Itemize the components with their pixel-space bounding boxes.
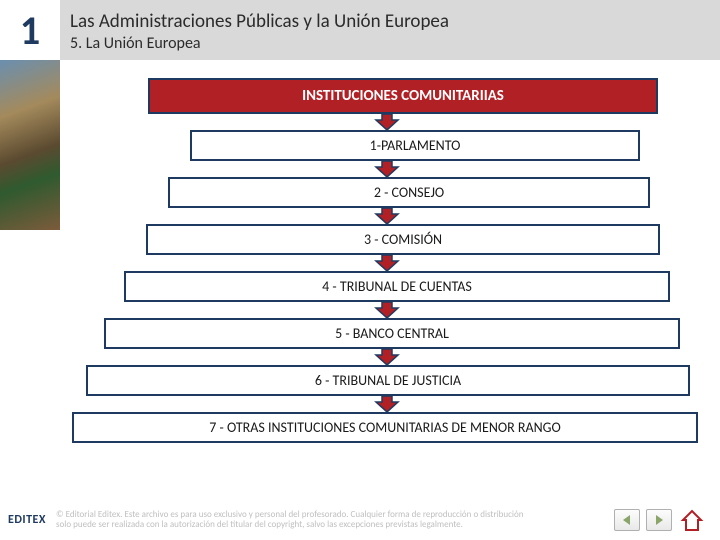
arrow-icon [72,347,702,367]
unit-number: 1 [0,0,60,60]
arrow-icon [72,300,702,320]
list-item: 7 - OTRAS INSTITUCIONES COMUNITARIAS DE … [72,412,698,443]
triangle-left-icon [621,514,633,526]
title-block: Las Administraciones Públicas y la Unión… [60,0,720,60]
copyright-line: solo puede ser realizada con la autoriza… [56,519,463,530]
arrow-icon [72,206,702,226]
home-button[interactable] [678,506,706,534]
side-photo [0,60,60,230]
page-subtitle: 5. La Unión Europea [70,34,710,53]
diagram: INSTITUCIONES COMUNITARIIAS 1-PARLAMENTO… [72,78,702,443]
list-item: 3 - COMISIÓN [146,224,660,255]
publisher-logo: EDITEX [8,513,46,527]
copyright-line: © Editorial Editex. Este archivo es para… [56,509,523,520]
copyright-text: © Editorial Editex. Este archivo es para… [56,510,604,531]
page-title: Las Administraciones Públicas y la Unión… [70,10,710,33]
list-item: 1-PARLAMENTO [190,130,640,161]
list-item: 6 - TRIBUNAL DE JUSTICIA [86,365,690,396]
arrow-icon [72,159,702,179]
list-item: 2 - CONSEJO [168,177,650,208]
home-icon [679,507,705,533]
footer: EDITEX © Editorial Editex. Este archivo … [0,500,720,540]
nav-controls [614,506,706,534]
list-item: 4 - TRIBUNAL DE CUENTAS [124,271,670,302]
triangle-right-icon [653,514,665,526]
arrow-icon [72,394,702,414]
arrow-icon [72,112,702,132]
header: 1 Las Administraciones Públicas y la Uni… [0,0,720,60]
arrow-icon [72,253,702,273]
hero-box: INSTITUCIONES COMUNITARIIAS [148,78,658,114]
list-item: 5 - BANCO CENTRAL [104,318,680,349]
next-button[interactable] [646,509,672,531]
prev-button[interactable] [614,509,640,531]
